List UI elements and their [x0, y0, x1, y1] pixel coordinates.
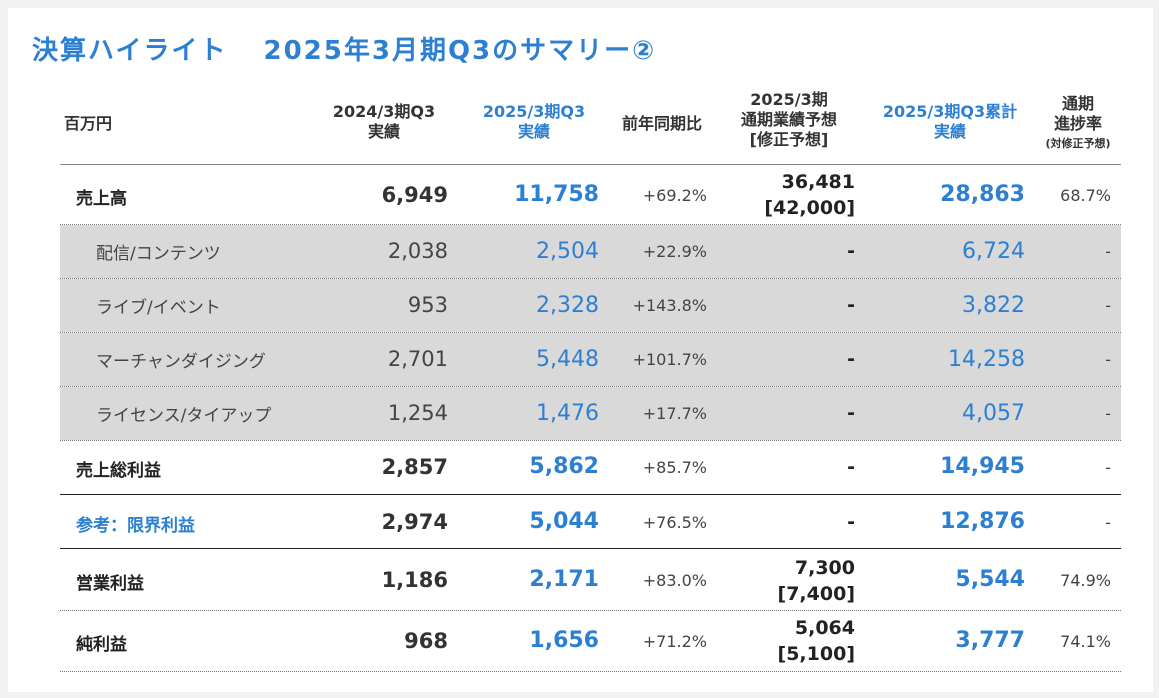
row-label: マーチャンダイジング — [96, 352, 266, 372]
header-divider — [60, 164, 1121, 165]
header-cumulative: 2025/3期Q3累計 実績 — [882, 102, 1018, 141]
prev-value: 953 — [407, 293, 448, 317]
row-label: 配信/コンテンツ — [96, 244, 221, 264]
row-divider — [60, 494, 1121, 495]
title-main: 決算ハイライト — [32, 36, 228, 66]
progress-value: - — [1105, 350, 1111, 369]
yoy-value: +83.0% — [642, 571, 707, 590]
header-yoy: 前年同期比 — [621, 114, 702, 133]
row-divider — [60, 548, 1121, 549]
current-value: 1,656 — [529, 628, 599, 653]
row-divider — [60, 671, 1121, 672]
row-label: 売上総利益 — [76, 461, 161, 481]
yoy-value: +76.5% — [642, 513, 707, 532]
row-divider — [60, 278, 1121, 279]
header-current: 2025/3期Q3 実績 — [482, 102, 586, 141]
forecast-value: 5,064 [5,100] — [777, 617, 855, 665]
header-forecast: 2025/3期 通期業績予想 [修正予想] — [740, 90, 837, 149]
forecast-value: - — [847, 348, 855, 370]
current-value: 2,171 — [529, 567, 599, 592]
prev-value: 2,701 — [387, 347, 448, 371]
yoy-value: +22.9% — [642, 242, 707, 261]
table-row: 参考：限界利益 2,974 5,044 +76.5% - 12,876 - — [60, 496, 1121, 549]
slide: 決算ハイライト 2025年3月期Q3のサマリー② 百万円 2024/3期Q3 実績… — [8, 8, 1153, 692]
current-value: 5,044 — [529, 509, 599, 534]
forecast-value: - — [847, 294, 855, 316]
row-divider — [60, 440, 1121, 441]
yoy-value: +101.7% — [632, 350, 707, 369]
cumulative-value: 12,876 — [940, 509, 1025, 534]
page-title: 決算ハイライト 2025年3月期Q3のサマリー② — [32, 30, 656, 67]
row-divider — [60, 332, 1121, 333]
header-prev: 2024/3期Q3 実績 — [332, 102, 436, 141]
row-label: 営業利益 — [76, 574, 144, 594]
yoy-value: +71.2% — [642, 632, 707, 651]
table-row: 純利益 968 1,656 +71.2% 5,064 [5,100] 3,777… — [60, 611, 1121, 671]
forecast-value: - — [847, 456, 855, 478]
table-row: 配信/コンテンツ 2,038 2,504 +22.9% - 6,724 - — [60, 225, 1121, 278]
row-divider — [60, 386, 1121, 387]
row-divider — [60, 224, 1121, 225]
cumulative-value: 6,724 — [962, 239, 1025, 264]
progress-value: - — [1105, 296, 1111, 315]
title-sub: 2025年3月期Q3のサマリー② — [263, 36, 657, 66]
row-label: ライセンス/タイアップ — [96, 406, 272, 426]
header-progress: 通期 進捗率 (対修正予想) — [1045, 94, 1111, 150]
forecast-value: 7,300 [7,400] — [777, 557, 855, 605]
yoy-value: +17.7% — [642, 404, 707, 423]
row-label: ライブ/イベント — [96, 298, 221, 318]
progress-value: - — [1105, 242, 1111, 261]
table-row: 売上高 6,949 11,758 +69.2% 36,481 [42,000] … — [60, 166, 1121, 224]
cumulative-value: 3,777 — [955, 628, 1025, 653]
cumulative-value: 5,544 — [955, 567, 1025, 592]
prev-value: 2,038 — [387, 239, 448, 263]
forecast-value: - — [847, 240, 855, 262]
cumulative-value: 4,057 — [962, 401, 1025, 426]
progress-value: 68.7% — [1060, 186, 1111, 205]
cumulative-value: 3,822 — [962, 293, 1025, 318]
progress-value: 74.9% — [1060, 571, 1111, 590]
forecast-value: - — [847, 402, 855, 424]
prev-value: 2,857 — [381, 455, 448, 479]
yoy-value: +69.2% — [642, 186, 707, 205]
cumulative-value: 14,258 — [948, 347, 1025, 372]
prev-value: 6,949 — [381, 183, 448, 207]
prev-value: 1,254 — [387, 401, 448, 425]
current-value: 5,448 — [536, 347, 599, 372]
prev-value: 2,974 — [381, 510, 448, 534]
row-divider — [60, 610, 1121, 611]
forecast-value: 36,481 [42,000] — [764, 171, 855, 219]
progress-value: - — [1105, 404, 1111, 423]
progress-value: 74.1% — [1060, 632, 1111, 651]
row-label: 参考：限界利益 — [76, 516, 195, 536]
cumulative-value: 14,945 — [940, 454, 1025, 479]
row-label: 純利益 — [76, 635, 127, 655]
current-value: 2,328 — [536, 293, 599, 318]
progress-value: - — [1105, 513, 1111, 532]
current-value: 2,504 — [536, 239, 599, 264]
row-label: 売上高 — [76, 189, 127, 209]
table-row: 売上総利益 2,857 5,862 +85.7% - 14,945 - — [60, 441, 1121, 494]
prev-value: 1,186 — [381, 568, 448, 592]
header-unit: 百万円 — [64, 114, 113, 133]
table-row: ライセンス/タイアップ 1,254 1,476 +17.7% - 4,057 - — [60, 387, 1121, 440]
table-row: マーチャンダイジング 2,701 5,448 +101.7% - 14,258 … — [60, 333, 1121, 386]
current-value: 1,476 — [536, 401, 599, 426]
table-row: ライブ/イベント 953 2,328 +143.8% - 3,822 - — [60, 279, 1121, 332]
cumulative-value: 28,863 — [940, 182, 1025, 207]
prev-value: 968 — [404, 629, 448, 653]
yoy-value: +85.7% — [642, 458, 707, 477]
forecast-value: - — [847, 511, 855, 533]
current-value: 5,862 — [529, 454, 599, 479]
current-value: 11,758 — [514, 182, 599, 207]
progress-value: - — [1105, 458, 1111, 477]
table-row: 営業利益 1,186 2,171 +83.0% 7,300 [7,400] 5,… — [60, 550, 1121, 610]
yoy-value: +143.8% — [632, 296, 707, 315]
